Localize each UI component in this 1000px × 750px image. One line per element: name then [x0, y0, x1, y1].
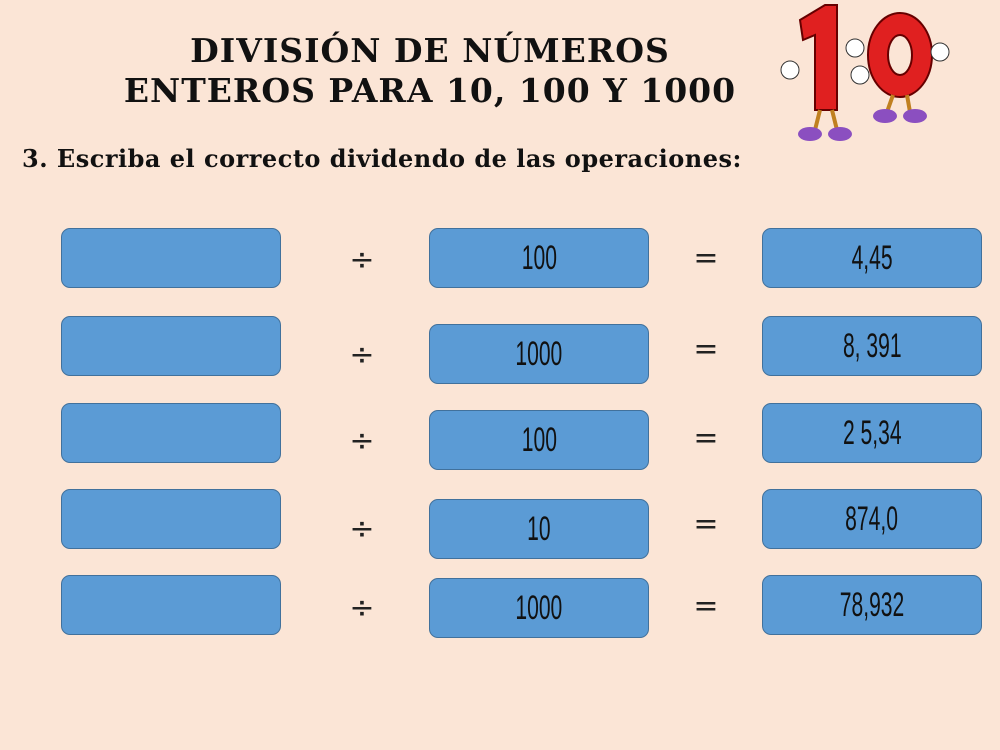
divisor-box: 100 — [429, 228, 649, 288]
divisor-value: 10 — [527, 509, 551, 548]
divisor-value: 100 — [521, 238, 557, 277]
equals-sign: = — [693, 588, 719, 624]
result-box: 874,0 — [762, 489, 982, 549]
division-sign: ÷ — [349, 511, 375, 547]
divisor-box: 10 — [429, 499, 649, 559]
title-line-1: DIVISIÓN DE NÚMEROS — [190, 31, 670, 70]
equals-sign: = — [693, 331, 719, 367]
divisor-value: 1000 — [515, 334, 563, 373]
instruction-text: 3. Escriba el correcto dividendo de las … — [22, 144, 742, 173]
division-sign: ÷ — [349, 423, 375, 459]
result-value: 8, 391 — [842, 326, 902, 365]
dividend-input[interactable] — [61, 316, 281, 376]
dividend-input[interactable] — [61, 403, 281, 463]
equals-sign: = — [693, 240, 719, 276]
result-box: 78,932 — [762, 575, 982, 635]
equals-sign: = — [693, 420, 719, 456]
dividend-input[interactable] — [61, 489, 281, 549]
result-box: 8, 391 — [762, 316, 982, 376]
result-value: 78,932 — [839, 585, 905, 624]
dividend-input[interactable] — [61, 228, 281, 288]
divisor-value: 1000 — [515, 588, 563, 627]
divisor-box: 1000 — [429, 324, 649, 384]
result-value: 2 5,34 — [842, 413, 902, 452]
number-10-mascot-icon — [780, 4, 950, 141]
division-sign: ÷ — [349, 337, 375, 373]
result-box: 2 5,34 — [762, 403, 982, 463]
divisor-box: 100 — [429, 410, 649, 470]
title-line-2: ENTEROS PARA 10, 100 Y 1000 — [123, 71, 737, 110]
division-sign: ÷ — [349, 590, 375, 626]
result-value: 4,45 — [851, 238, 893, 277]
equals-sign: = — [693, 506, 719, 542]
result-box: 4,45 — [762, 228, 982, 288]
divisor-value: 100 — [521, 420, 557, 459]
dividend-input[interactable] — [61, 575, 281, 635]
division-sign: ÷ — [349, 242, 375, 278]
divisor-box: 1000 — [429, 578, 649, 638]
result-value: 874,0 — [845, 499, 899, 538]
